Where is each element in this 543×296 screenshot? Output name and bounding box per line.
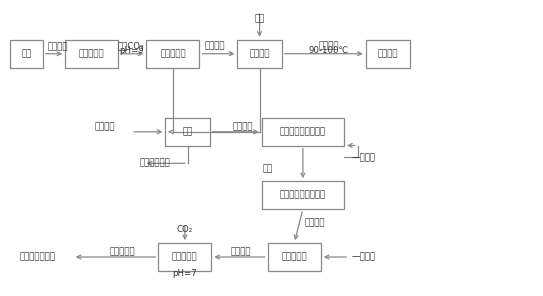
FancyBboxPatch shape [268, 243, 321, 271]
Text: 漂白后料浆: 漂白后料浆 [172, 252, 198, 261]
Text: 液体氯氧化钓: 液体氯氧化钓 [139, 159, 170, 168]
Text: 净化后绿液: 净化后绿液 [79, 49, 104, 58]
Text: 烧笛: 烧笛 [255, 14, 264, 23]
FancyBboxPatch shape [366, 40, 410, 68]
Text: 苛化反应: 苛化反应 [233, 122, 254, 131]
Text: 偏硅酸钓: 偏硅酸钓 [378, 49, 398, 58]
Text: —工业水: —工业水 [352, 153, 376, 162]
Text: —双氧水: —双氧水 [352, 252, 376, 261]
Text: 加热反应: 加热反应 [318, 41, 339, 50]
Text: 固液分离: 固液分离 [205, 41, 225, 50]
Text: 筛分除杂: 筛分除杂 [305, 219, 325, 228]
Text: 氯氧化馒: 氯氧化馒 [95, 122, 116, 131]
Text: 过滤净化: 过滤净化 [47, 43, 68, 52]
Text: pH=9: pH=9 [119, 46, 143, 55]
Text: CO₂: CO₂ [176, 225, 193, 234]
FancyBboxPatch shape [147, 40, 199, 68]
Text: 硅酸滤饥: 硅酸滤饥 [249, 49, 270, 58]
Text: 轻质碳酸馒料浆: 轻质碳酸馒料浆 [20, 252, 55, 261]
FancyBboxPatch shape [237, 40, 282, 68]
FancyBboxPatch shape [262, 118, 344, 146]
FancyBboxPatch shape [262, 181, 344, 209]
Text: 无硅粗品碳酸馒滤饥: 无硅粗品碳酸馒滤饥 [280, 127, 326, 136]
Text: 通入CO₂: 通入CO₂ [118, 41, 144, 50]
Text: 无硅粗品碳酸馒料浆: 无硅粗品碳酸馒料浆 [280, 191, 326, 200]
Text: 制浆: 制浆 [263, 164, 273, 173]
Text: 母液: 母液 [182, 127, 193, 136]
Text: 脱色漂白: 脱色漂白 [231, 247, 251, 256]
FancyBboxPatch shape [159, 243, 211, 271]
FancyBboxPatch shape [65, 40, 118, 68]
FancyBboxPatch shape [166, 118, 210, 146]
Text: 绿液: 绿液 [22, 49, 32, 58]
Text: 碳酸化反应: 碳酸化反应 [110, 247, 135, 256]
Text: pH=7: pH=7 [173, 269, 197, 278]
Text: 硅酸悬浮液: 硅酸悬浮液 [160, 49, 186, 58]
FancyBboxPatch shape [10, 40, 43, 68]
Text: 除杂后料浆: 除杂后料浆 [281, 252, 307, 261]
Text: 90-100℃: 90-100℃ [308, 46, 349, 55]
